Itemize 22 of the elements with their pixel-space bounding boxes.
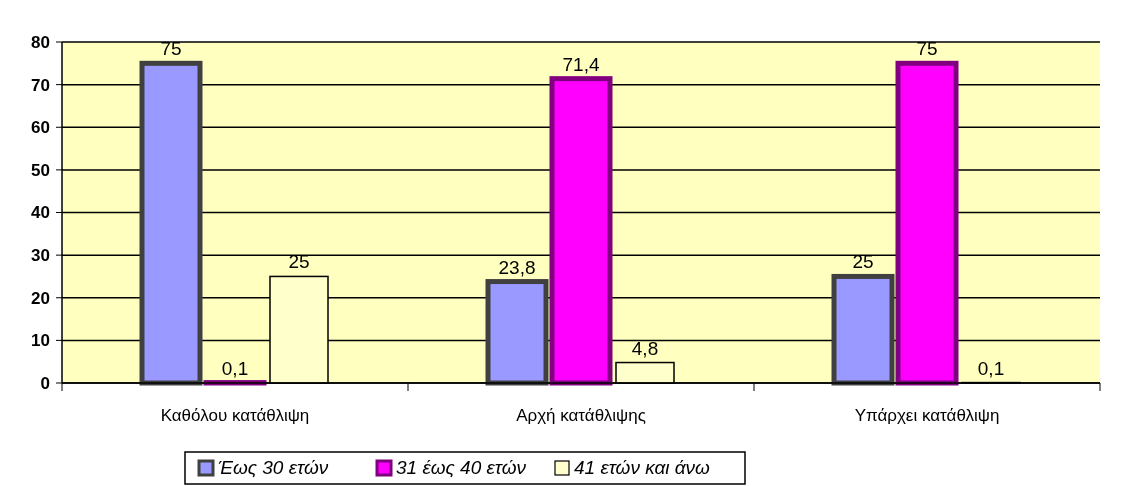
data-label: 0,1 — [221, 357, 249, 379]
y-tick-label: 40 — [31, 203, 50, 223]
data-label: 23,8 — [498, 256, 536, 278]
legend-label: 41 ετών και άνω — [574, 457, 711, 478]
x-tick-label: Υπάρχει κατάθλιψη — [854, 406, 1000, 425]
x-tick-label: Καθόλου κατάθλιψη — [160, 406, 310, 425]
y-tick-label: 10 — [31, 331, 50, 351]
y-tick-label: 0 — [40, 373, 50, 393]
legend-label: Έως 30 ετών — [218, 457, 329, 478]
y-tick-label: 70 — [31, 75, 50, 95]
data-label: 75 — [916, 38, 938, 60]
y-tick-label: 60 — [31, 118, 50, 138]
data-label: 4,8 — [631, 337, 659, 359]
x-tick-label: Αρχή κατάθλιψης — [516, 406, 646, 425]
data-label: 71,4 — [562, 53, 600, 75]
data-label: 75 — [160, 38, 182, 60]
data-label: 0,1 — [977, 357, 1005, 379]
y-tick-label: 20 — [31, 288, 50, 308]
y-tick-label: 50 — [31, 160, 50, 180]
legend-label: 31 έως 40 ετών — [396, 457, 527, 478]
y-tick-label: 30 — [31, 246, 50, 266]
y-tick-label: 80 — [31, 32, 50, 52]
